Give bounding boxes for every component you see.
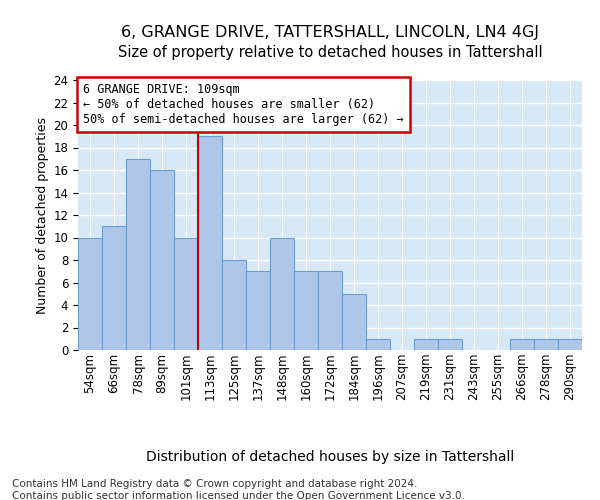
Bar bbox=[558, 339, 582, 350]
Bar bbox=[510, 339, 534, 350]
Bar bbox=[438, 339, 462, 350]
Text: Contains HM Land Registry data © Crown copyright and database right 2024.
Contai: Contains HM Land Registry data © Crown c… bbox=[12, 479, 465, 500]
Bar bbox=[366, 339, 390, 350]
Text: 6 GRANGE DRIVE: 109sqm
← 50% of detached houses are smaller (62)
50% of semi-det: 6 GRANGE DRIVE: 109sqm ← 50% of detached… bbox=[83, 82, 404, 126]
Bar bbox=[534, 339, 558, 350]
Bar bbox=[246, 271, 270, 350]
Bar bbox=[294, 271, 318, 350]
Y-axis label: Number of detached properties: Number of detached properties bbox=[36, 116, 49, 314]
Bar bbox=[270, 238, 294, 350]
Text: 6, GRANGE DRIVE, TATTERSHALL, LINCOLN, LN4 4GJ: 6, GRANGE DRIVE, TATTERSHALL, LINCOLN, L… bbox=[121, 25, 539, 40]
Text: Distribution of detached houses by size in Tattershall: Distribution of detached houses by size … bbox=[146, 450, 514, 464]
Bar bbox=[222, 260, 246, 350]
Bar bbox=[198, 136, 222, 350]
Bar bbox=[126, 159, 150, 350]
Bar bbox=[102, 226, 126, 350]
Bar bbox=[318, 271, 342, 350]
Bar bbox=[78, 238, 102, 350]
Bar bbox=[342, 294, 366, 350]
Bar bbox=[150, 170, 174, 350]
Bar bbox=[174, 238, 198, 350]
Bar bbox=[414, 339, 438, 350]
Text: Size of property relative to detached houses in Tattershall: Size of property relative to detached ho… bbox=[118, 45, 542, 60]
